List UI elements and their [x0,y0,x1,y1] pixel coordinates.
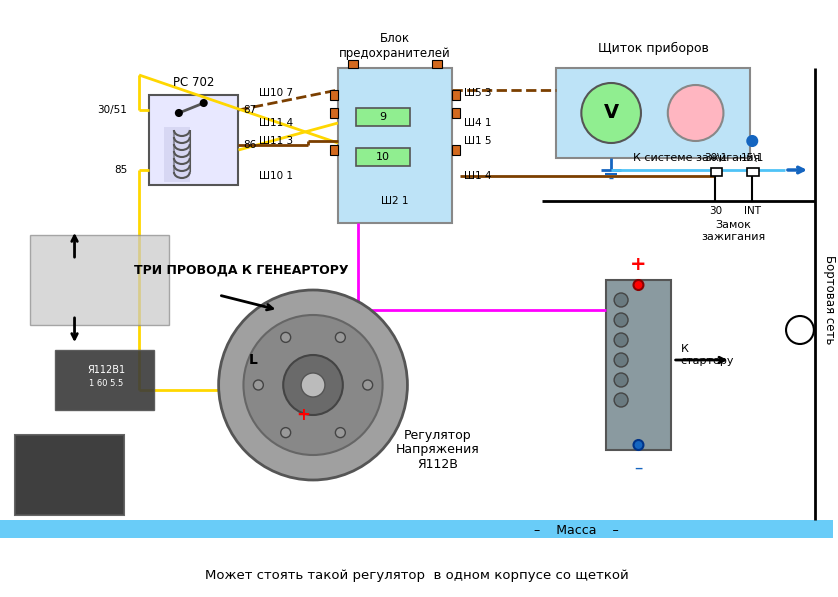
Text: INT: INT [744,206,761,216]
Bar [356,108,411,126]
Text: +: + [630,256,647,275]
Circle shape [747,136,758,146]
Text: 1 60 5.5: 1 60 5.5 [89,378,123,387]
Bar [356,148,411,166]
Bar [0,520,833,538]
Circle shape [244,315,383,455]
Circle shape [219,290,407,480]
Bar [149,95,239,185]
Text: РС 702: РС 702 [173,76,215,90]
Circle shape [614,293,628,307]
Bar [330,108,338,118]
Text: Ш11 4: Ш11 4 [259,118,293,128]
Circle shape [363,380,373,390]
Bar [432,60,442,68]
Circle shape [301,373,325,397]
Text: –    Масса    –: – Масса – [534,524,618,537]
Circle shape [614,393,628,407]
Circle shape [614,353,628,367]
Text: Ш4 1: Ш4 1 [464,118,492,128]
Text: V: V [603,103,618,122]
Text: Ш2 1: Ш2 1 [381,196,409,206]
Bar [338,73,453,83]
Text: –: – [634,459,643,477]
Text: 10: 10 [375,152,390,162]
Circle shape [281,333,291,342]
Circle shape [281,427,291,438]
Text: 30/51: 30/51 [97,105,127,115]
Circle shape [582,83,641,143]
Circle shape [786,316,814,344]
Text: Ш5 3: Ш5 3 [464,88,492,98]
Text: Ш1 4: Ш1 4 [464,171,492,181]
Circle shape [253,380,263,390]
Bar [15,435,124,515]
Bar [30,235,169,325]
Circle shape [634,440,644,450]
Circle shape [201,100,207,106]
Text: К
стартеру: К стартеру [680,344,734,366]
Circle shape [283,355,343,415]
Text: Ш11 3: Ш11 3 [259,136,293,146]
Bar [711,168,722,176]
Text: +: + [296,406,310,424]
Text: Я112В1: Я112В1 [87,365,126,375]
Text: Регулятор
Напряжения
Я112В: Регулятор Напряжения Я112В [396,429,479,472]
Bar [556,68,750,158]
Circle shape [335,333,345,342]
Text: Может стоять такой регулятор  в одном корпусе со щеткой: Может стоять такой регулятор в одном кор… [204,568,628,581]
Text: L: L [249,353,258,367]
Text: Ш1 5: Ш1 5 [464,136,492,146]
Text: Ш10 7: Ш10 7 [259,88,293,98]
Bar [453,108,460,118]
Text: Бортовая сеть: Бортовая сеть [823,256,835,344]
Text: 30: 30 [709,206,722,216]
Bar [330,145,338,155]
Circle shape [668,85,723,141]
Text: 9: 9 [379,112,386,122]
Circle shape [634,280,644,290]
Bar [338,68,453,223]
Bar [54,350,154,410]
Circle shape [176,110,182,116]
Circle shape [614,333,628,347]
Text: К системе зажигания: К системе зажигания [633,153,760,163]
Text: 87: 87 [244,105,256,115]
Text: Блок
предохранителей: Блок предохранителей [339,32,451,60]
Bar [606,280,670,450]
Text: 85: 85 [114,165,127,175]
Bar [348,60,358,68]
Bar [164,127,189,182]
Circle shape [614,373,628,387]
Circle shape [614,313,628,327]
Text: Ш10 1: Ш10 1 [259,171,293,181]
Bar [330,90,338,100]
Text: Щиток приборов: Щиток приборов [598,41,709,54]
Text: Замок
зажигания: Замок зажигания [701,220,765,242]
Bar [453,90,460,100]
Text: 30\1: 30\1 [704,153,727,163]
Text: 86: 86 [244,140,256,150]
Bar [747,168,759,176]
Circle shape [335,427,345,438]
Text: 15\1: 15\1 [741,153,764,163]
Bar [453,145,460,155]
Text: ТРИ ПРОВОДА К ГЕНЕАРТОРУ: ТРИ ПРОВОДА К ГЕНЕАРТОРУ [134,263,349,276]
